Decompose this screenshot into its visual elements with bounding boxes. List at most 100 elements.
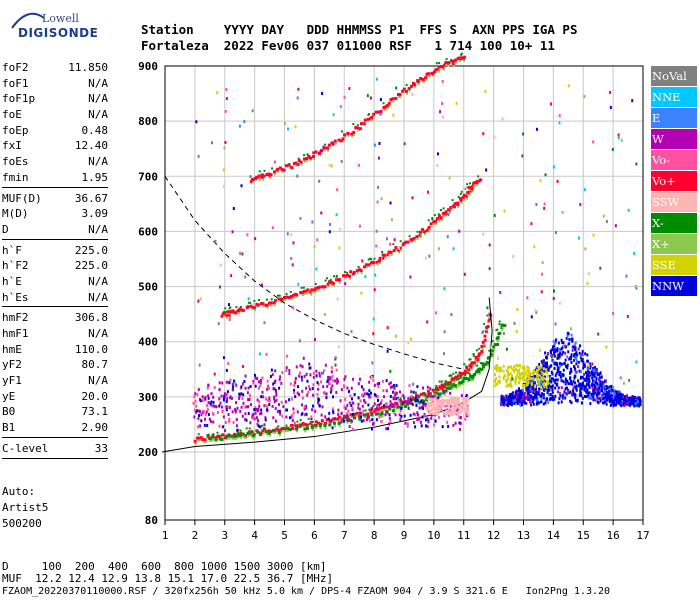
echo-point bbox=[393, 407, 396, 410]
echo-point bbox=[316, 392, 319, 396]
echo-point bbox=[212, 438, 215, 441]
echo-point bbox=[611, 388, 614, 392]
echo-point bbox=[382, 404, 385, 408]
echo-point bbox=[305, 372, 308, 376]
echo-point bbox=[453, 64, 456, 67]
echo-point bbox=[494, 365, 497, 369]
echo-point bbox=[526, 365, 529, 369]
echo-point bbox=[588, 385, 591, 389]
echo-point bbox=[550, 385, 553, 389]
echo-point bbox=[349, 421, 352, 424]
echo-point bbox=[553, 397, 556, 401]
echo-point bbox=[281, 371, 284, 375]
echo-point bbox=[401, 393, 404, 397]
echo-point bbox=[386, 410, 389, 414]
echo-point bbox=[234, 311, 238, 315]
x-tick-label: 14 bbox=[547, 529, 561, 542]
echo-point bbox=[216, 411, 219, 415]
echo-point bbox=[310, 425, 314, 429]
param-divider bbox=[2, 186, 108, 188]
echo-point bbox=[207, 400, 210, 404]
params-group-5: C-level 33 bbox=[2, 441, 108, 457]
echo-point bbox=[441, 101, 444, 105]
echo-point bbox=[210, 439, 213, 442]
echo-point bbox=[222, 425, 225, 429]
echo-point bbox=[215, 405, 218, 409]
echo-point bbox=[553, 366, 556, 370]
echo-point bbox=[592, 398, 595, 402]
echo-point bbox=[210, 404, 213, 408]
echo-point bbox=[328, 280, 332, 284]
echo-point bbox=[619, 403, 622, 407]
echo-point bbox=[466, 412, 470, 416]
echo-point bbox=[564, 377, 567, 381]
echo-point bbox=[449, 374, 452, 377]
x-tick-label: 9 bbox=[401, 529, 408, 542]
echo-point bbox=[486, 314, 489, 317]
echo-point bbox=[321, 152, 324, 155]
echo-point bbox=[365, 266, 368, 269]
echo-point bbox=[266, 379, 269, 383]
echo-point bbox=[403, 404, 407, 408]
echo-point bbox=[333, 417, 336, 421]
echo-point bbox=[357, 382, 360, 386]
echo-point bbox=[421, 231, 424, 234]
echo-point bbox=[510, 397, 513, 401]
echo-point bbox=[466, 398, 470, 402]
echo-point bbox=[294, 376, 297, 380]
echo-point bbox=[541, 371, 544, 375]
echo-point bbox=[232, 207, 235, 211]
echo-point bbox=[373, 115, 376, 118]
echo-point bbox=[471, 190, 474, 193]
echo-point bbox=[489, 320, 492, 323]
echo-point bbox=[303, 160, 306, 163]
echo-point bbox=[455, 379, 458, 382]
echo-point bbox=[322, 371, 325, 375]
echo-point bbox=[522, 372, 525, 376]
echo-point bbox=[523, 365, 526, 369]
echo-point bbox=[388, 422, 391, 426]
echo-point bbox=[368, 408, 371, 411]
echo-point bbox=[330, 280, 334, 284]
param-name: MUF(D) bbox=[2, 191, 42, 205]
echo-point bbox=[440, 219, 443, 222]
echo-point bbox=[368, 113, 371, 116]
echo-point bbox=[322, 288, 325, 291]
echo-point bbox=[378, 415, 381, 419]
echo-point bbox=[431, 395, 435, 399]
echo-point bbox=[257, 386, 260, 390]
echo-point bbox=[199, 410, 202, 414]
echo-point bbox=[522, 376, 525, 380]
echo-point bbox=[536, 398, 539, 402]
echo-point bbox=[344, 375, 347, 379]
echo-point bbox=[260, 173, 264, 177]
echo-point bbox=[211, 434, 215, 438]
echo-point bbox=[638, 400, 641, 404]
echo-point bbox=[206, 435, 210, 439]
y-tick-label: 700 bbox=[138, 170, 158, 183]
echo-point bbox=[262, 305, 265, 308]
echo-point bbox=[330, 418, 333, 422]
echo-point bbox=[554, 381, 557, 385]
echo-point bbox=[403, 414, 406, 418]
echo-point bbox=[350, 329, 353, 333]
echo-point bbox=[279, 375, 282, 379]
echo-point bbox=[465, 197, 468, 200]
echo-point bbox=[332, 421, 336, 425]
echo-point bbox=[450, 384, 454, 388]
echo-point bbox=[516, 393, 519, 397]
echo-point bbox=[414, 413, 417, 417]
echo-point bbox=[395, 249, 398, 252]
echo-point bbox=[251, 177, 255, 181]
echo-point bbox=[380, 420, 383, 424]
echo-point bbox=[511, 392, 514, 396]
echo-point bbox=[616, 400, 619, 404]
echo-point bbox=[342, 140, 345, 143]
echo-point bbox=[354, 126, 358, 130]
echo-point bbox=[437, 406, 441, 410]
echo-point bbox=[561, 396, 564, 400]
echo-point bbox=[585, 376, 588, 380]
echo-point bbox=[239, 437, 242, 440]
echo-point bbox=[597, 373, 600, 377]
echo-point bbox=[455, 375, 459, 379]
